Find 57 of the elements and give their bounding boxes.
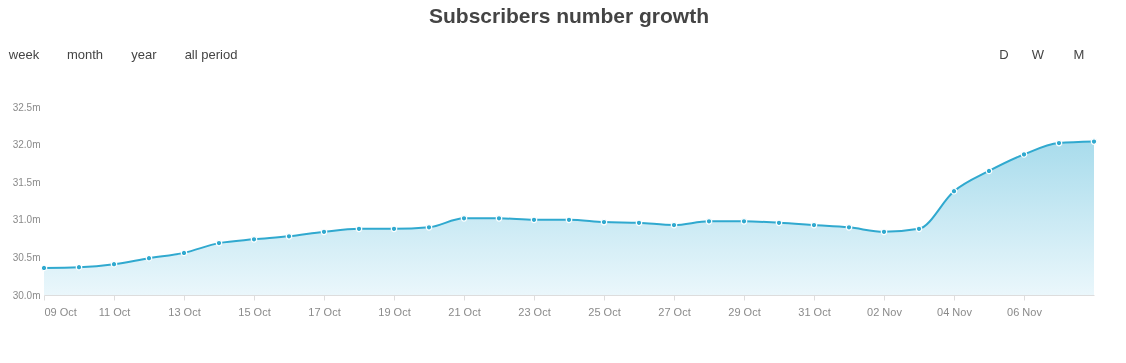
- point: [670, 221, 678, 229]
- x-tick-label: 15 Oct: [238, 305, 271, 318]
- point: [495, 214, 503, 222]
- point: [740, 217, 748, 225]
- text: week: [7, 47, 40, 62]
- y-tick-label: 32.5m: [12, 101, 41, 113]
- x-tick-label: 13 Oct: [168, 305, 201, 318]
- point: [985, 167, 993, 175]
- x-tick-label: 23 Oct: [518, 305, 551, 318]
- point: [320, 228, 328, 236]
- text: D: [999, 47, 1009, 62]
- x-tick-label: 04 Nov: [937, 305, 973, 318]
- point: [845, 223, 853, 231]
- x-tick-label: 06 Nov: [1007, 305, 1043, 318]
- point: [1090, 138, 1098, 145]
- point: [915, 225, 923, 233]
- point: [425, 223, 433, 231]
- point: [530, 216, 538, 224]
- point: [635, 219, 643, 227]
- point: [40, 264, 48, 272]
- y-tick-label: 30.0m: [12, 289, 41, 301]
- point: [1020, 151, 1028, 158]
- point: [390, 225, 398, 233]
- x-tick-label: 31 Oct: [798, 305, 831, 318]
- y-tick-label: 30.5m: [12, 251, 41, 263]
- point: [460, 214, 468, 222]
- point: [810, 221, 818, 229]
- point: [180, 249, 188, 257]
- y-tick-label: 31.0m: [12, 214, 41, 226]
- text: year: [131, 47, 158, 62]
- point: [355, 225, 363, 233]
- x-tick-label: 21 Oct: [448, 305, 481, 318]
- point: [250, 236, 258, 243]
- chart-title: Subscribers number growth: [428, 4, 710, 27]
- point: [950, 187, 958, 195]
- text: W: [1031, 47, 1045, 62]
- point: [565, 216, 573, 224]
- point: [775, 219, 783, 227]
- x-tick-label: 25 Oct: [588, 305, 621, 318]
- y-tick-label: 31.5m: [12, 176, 41, 188]
- x-tick-label: 09 Oct: [44, 305, 77, 318]
- point: [1055, 139, 1063, 147]
- point: [705, 217, 713, 225]
- x-tick-label: 11 Oct: [98, 305, 131, 318]
- text: month: [66, 47, 104, 62]
- text: all period: [184, 47, 238, 62]
- x-tick-label: 17 Oct: [308, 305, 341, 318]
- point: [215, 239, 223, 247]
- point: [285, 233, 293, 240]
- x-tick-label: 19 Oct: [378, 305, 411, 318]
- x-tick-label: 29 Oct: [728, 305, 761, 318]
- x-tick-label: 27 Oct: [658, 305, 691, 318]
- y-tick-label: 32.0m: [12, 139, 41, 151]
- x-tick-label: 02 Nov: [867, 305, 903, 318]
- point: [880, 228, 888, 236]
- point: [600, 218, 608, 226]
- text: M: [1073, 47, 1085, 62]
